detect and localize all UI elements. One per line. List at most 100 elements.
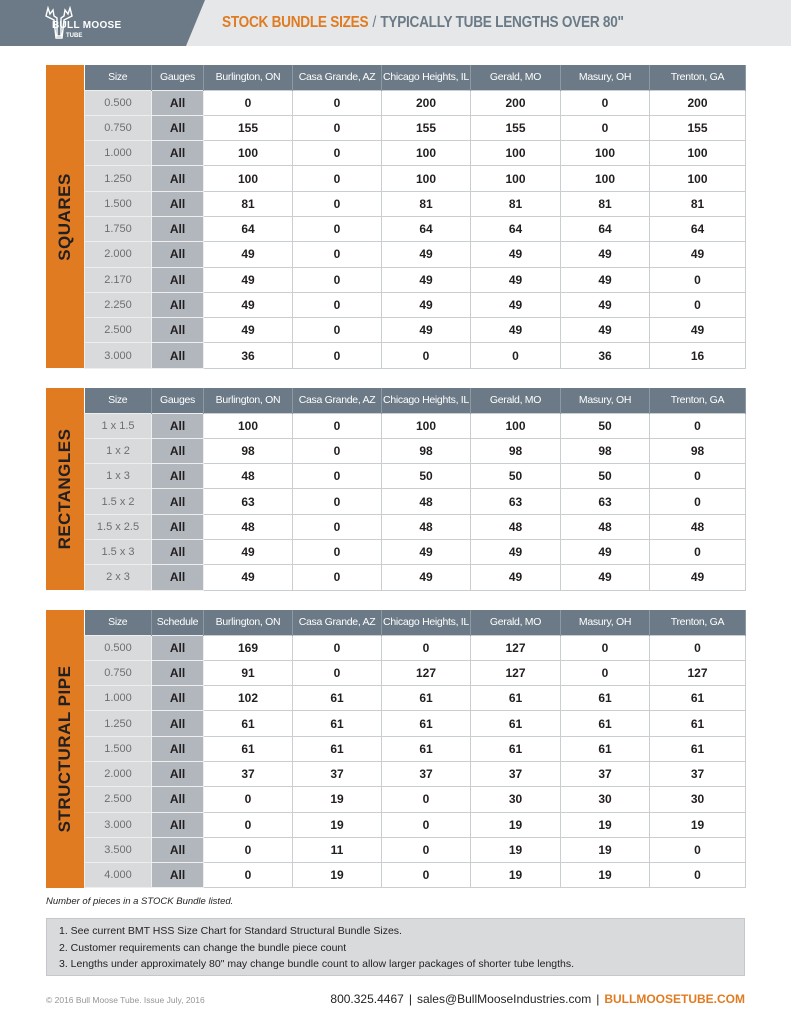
size-cell: 1 x 2 (84, 437, 152, 465)
count-cell: 49 (470, 266, 561, 293)
count-cell: 63 (470, 488, 561, 515)
count-cell: 49 (381, 538, 471, 566)
count-cell: 0 (292, 513, 382, 540)
count-cell: 64 (560, 215, 650, 243)
count-cell: 50 (560, 463, 650, 490)
count-cell: 36 (203, 342, 293, 369)
count-cell: 0 (649, 634, 746, 661)
count-cell: 0 (203, 89, 293, 116)
count-cell: 49 (381, 291, 471, 319)
gauge-cell: All (151, 710, 204, 737)
table-row: 1 x 3 All 48 0 50 50 50 0 (84, 463, 746, 490)
count-cell: 36 (560, 342, 650, 369)
count-cell: 100 (470, 165, 561, 192)
gauge-cell: All (151, 317, 204, 344)
gauge-cell: All (151, 89, 204, 116)
count-cell: 0 (649, 266, 746, 293)
size-cell: 1.250 (84, 165, 152, 192)
count-cell: 11 (292, 836, 382, 864)
table-row: 1.500 All 81 0 81 81 81 81 (84, 190, 746, 217)
gauge-cell: All (151, 538, 204, 566)
count-cell: 63 (203, 488, 293, 515)
count-cell: 19 (560, 836, 650, 864)
count-cell: 49 (649, 241, 746, 268)
count-cell: 98 (560, 437, 650, 465)
gauge-cell: All (151, 760, 204, 788)
count-cell: 48 (203, 513, 293, 540)
count-cell: 98 (649, 437, 746, 465)
table-row: 3.000 All 0 19 0 19 19 19 (84, 811, 746, 838)
count-cell: 30 (649, 786, 746, 813)
count-cell: 0 (292, 659, 382, 687)
gauge-cell: All (151, 266, 204, 293)
column-header: Size (84, 610, 152, 635)
copyright: © 2016 Bull Moose Tube. Issue July, 2016 (46, 995, 205, 1005)
count-cell: 37 (292, 760, 382, 788)
logo-name: BULL MOOSE (52, 20, 122, 31)
count-cell: 100 (381, 165, 471, 192)
count-cell: 61 (381, 735, 471, 762)
column-header: Gerald, MO (470, 65, 561, 90)
page-title: STOCK BUNDLE SIZES / TYPICALLY TUBE LENGTH… (222, 14, 624, 32)
section-label-text: SQUARES (55, 172, 74, 261)
count-cell: 100 (470, 412, 561, 439)
count-cell: 50 (560, 412, 650, 439)
size-cell: 1.000 (84, 140, 152, 167)
count-cell: 61 (560, 685, 650, 712)
count-cell: 0 (203, 786, 293, 813)
count-cell: 0 (292, 241, 382, 268)
gauge-cell: All (151, 114, 204, 142)
bundle-table: Size Schedule Burlington, ON Casa Grande, A… (84, 610, 746, 889)
count-cell: 81 (560, 190, 650, 217)
size-cell: 2.170 (84, 266, 152, 293)
gauge-cell: All (151, 463, 204, 490)
count-cell: 49 (470, 317, 561, 344)
size-cell: 1.5 x 2.5 (84, 513, 152, 540)
column-header: Gerald, MO (470, 610, 561, 635)
table-row: 4.000 All 0 19 0 19 19 0 (84, 862, 746, 889)
count-cell: 200 (381, 89, 471, 116)
column-header: Gauges (151, 65, 204, 90)
count-cell: 0 (292, 437, 382, 465)
count-cell: 64 (381, 215, 471, 243)
count-cell: 19 (292, 811, 382, 838)
count-cell: 49 (203, 291, 293, 319)
count-cell: 100 (470, 140, 561, 167)
notes-box: 1. See current BMT HSS Size Chart for St… (46, 918, 745, 976)
count-cell: 0 (292, 463, 382, 490)
count-cell: 61 (292, 735, 382, 762)
table-header: Size Gauges Burlington, ON Casa Grande, AZ C… (84, 65, 746, 90)
email-link[interactable]: sales@BullMooseIndustries.com (416, 992, 592, 1006)
count-cell: 91 (203, 659, 293, 687)
count-cell: 50 (470, 463, 561, 490)
count-cell: 61 (203, 710, 293, 737)
count-cell: 49 (649, 317, 746, 344)
website-link[interactable]: BULLMOOSETUBE.COM (604, 992, 745, 1006)
table-row: 3.500 All 0 11 0 19 19 0 (84, 836, 746, 864)
gauge-cell: All (151, 165, 204, 192)
note-item: 2. Customer requirements can change the … (59, 941, 347, 954)
count-cell: 0 (649, 538, 746, 566)
title-main: STOCK BUNDLE SIZES (222, 14, 369, 31)
count-cell: 0 (649, 291, 746, 319)
count-cell: 100 (649, 140, 746, 167)
logo-background (0, 0, 205, 46)
gauge-cell: All (151, 241, 204, 268)
column-header: Trenton, GA (649, 65, 746, 90)
table-row: 0.500 All 0 0 200 200 0 200 (84, 89, 746, 116)
count-cell: 19 (292, 862, 382, 889)
gauge-cell: All (151, 488, 204, 515)
count-cell: 48 (470, 513, 561, 540)
count-cell: 0 (292, 89, 382, 116)
count-cell: 48 (381, 513, 471, 540)
count-cell: 49 (203, 241, 293, 268)
count-cell: 81 (203, 190, 293, 217)
table-row: 1.750 All 64 0 64 64 64 64 (84, 215, 746, 243)
column-header: Trenton, GA (649, 388, 746, 413)
note-item: 1. See current BMT HSS Size Chart for St… (59, 925, 402, 937)
phone[interactable]: 800.325.4467 (330, 992, 404, 1006)
count-cell: 61 (470, 710, 561, 737)
count-cell: 19 (292, 786, 382, 813)
count-cell: 61 (649, 685, 746, 712)
count-cell: 19 (560, 811, 650, 838)
